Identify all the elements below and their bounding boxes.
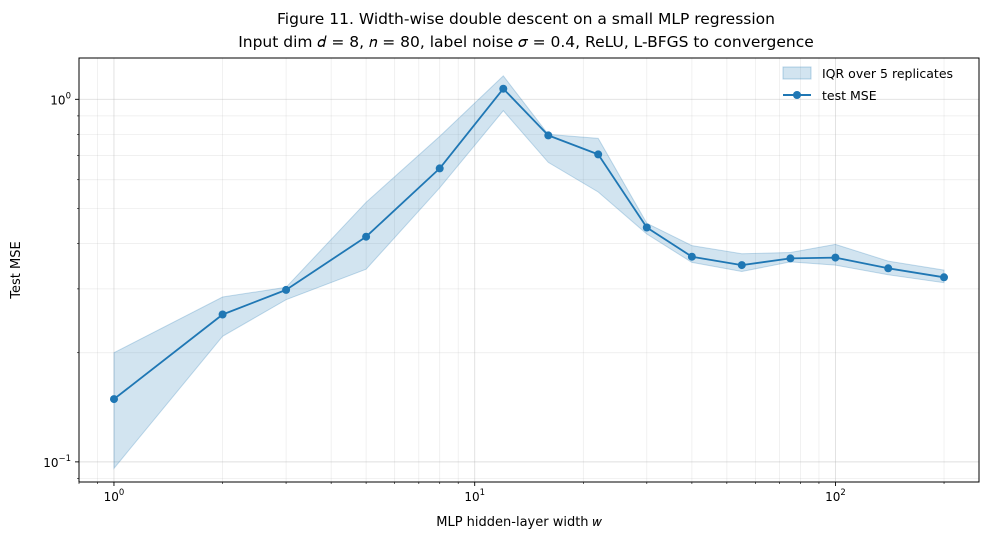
x-axis-label: MLP hidden-layer width 𝑤 bbox=[436, 515, 602, 530]
data-point bbox=[110, 395, 118, 404]
data-point bbox=[499, 84, 508, 93]
data-point bbox=[282, 285, 291, 294]
data-point bbox=[544, 131, 553, 140]
data-point bbox=[687, 252, 696, 261]
data-point bbox=[362, 232, 371, 241]
axis-ticks: 100 101 102 10−1 100 bbox=[43, 91, 945, 504]
data-point bbox=[831, 253, 840, 262]
legend: IQR over 5 replicates test MSE bbox=[782, 66, 953, 103]
grid bbox=[78, 58, 979, 482]
data-point bbox=[884, 264, 893, 273]
chart-title-line-2: Input dim 𝑑 = 8, 𝑛 = 80, label noise 𝜎 =… bbox=[238, 33, 814, 51]
legend-line-label: test MSE bbox=[822, 88, 877, 103]
legend-band-label: IQR over 5 replicates bbox=[822, 66, 953, 81]
iqr-band-layer bbox=[113, 75, 945, 470]
x-tick-label: 100 bbox=[104, 488, 125, 504]
legend-band-swatch bbox=[782, 66, 812, 80]
data-point bbox=[594, 150, 603, 159]
data-point bbox=[737, 261, 746, 270]
series-layer bbox=[110, 84, 948, 404]
plot-frame bbox=[78, 57, 980, 483]
y-tick-label: 100 bbox=[50, 91, 71, 107]
x-tick-label: 101 bbox=[464, 488, 485, 504]
y-tick-label: 10−1 bbox=[43, 454, 71, 470]
data-point bbox=[435, 164, 444, 173]
x-tick-label: 102 bbox=[825, 488, 846, 504]
iqr-band bbox=[113, 75, 945, 470]
data-point bbox=[642, 223, 651, 232]
data-point bbox=[218, 310, 227, 319]
chart-title-line-1: Figure 11. Width-wise double descent on … bbox=[277, 10, 775, 28]
data-point bbox=[940, 273, 948, 282]
y-axis-label: Test MSE bbox=[9, 241, 24, 299]
data-point bbox=[786, 254, 795, 263]
legend-line-marker bbox=[793, 91, 801, 99]
